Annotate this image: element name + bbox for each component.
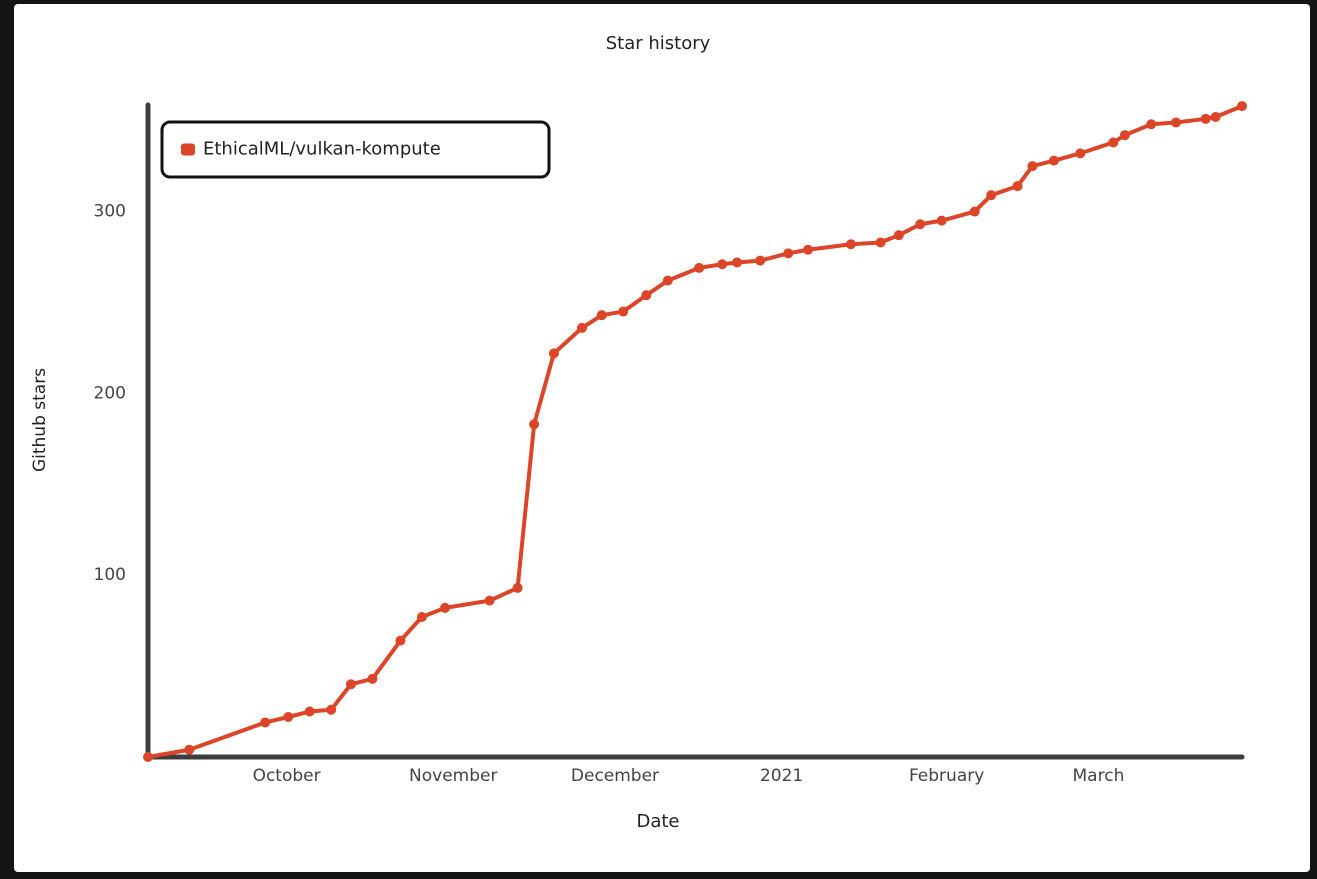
x-tick-label: October: [253, 766, 321, 786]
data-point: [416, 612, 427, 622]
data-point: [1146, 119, 1157, 130]
data-point: [1200, 113, 1211, 124]
data-point: [845, 239, 856, 250]
y-tick-label: 100: [94, 565, 126, 585]
data-point: [1119, 130, 1130, 141]
data-point: [1027, 161, 1038, 172]
data-point: [576, 322, 587, 333]
data-point: [283, 712, 294, 722]
data-point: [662, 275, 673, 286]
data-point: [440, 602, 451, 613]
data-point: [915, 219, 926, 230]
data-point: [548, 348, 559, 359]
data-point: [529, 419, 540, 430]
data-point: [936, 215, 947, 226]
data-point: [969, 206, 980, 217]
data-point: [1075, 148, 1086, 159]
legend-box: [160, 120, 551, 179]
data-point: [326, 704, 337, 715]
x-tick-label: 2021: [760, 766, 803, 786]
data-point: [717, 259, 728, 270]
data-point: [732, 257, 743, 268]
data-point: [641, 290, 652, 301]
data-point: [143, 752, 153, 762]
data-point: [1012, 181, 1023, 192]
x-tick-label: February: [909, 766, 984, 786]
legend-label: EthicalML/vulkan-kompute: [203, 139, 441, 160]
data-point: [783, 248, 794, 259]
data-point: [345, 679, 356, 690]
data-point: [1048, 155, 1059, 166]
x-tick-label: December: [571, 766, 659, 786]
data-point: [694, 262, 705, 273]
data-point: [484, 595, 495, 606]
data-point: [1170, 117, 1181, 128]
data-point: [1210, 112, 1221, 122]
y-axis-label: Github stars: [30, 368, 50, 472]
chart-title: Star history: [606, 33, 711, 54]
x-tick-label: March: [1073, 766, 1125, 786]
data-point: [986, 190, 997, 201]
data-point: [803, 244, 814, 255]
y-tick-label: 300: [94, 202, 126, 222]
data-point: [893, 230, 904, 241]
legend-swatch: [181, 143, 195, 156]
data-point: [1108, 137, 1119, 148]
chart-panel: [14, 4, 1310, 872]
y-tick-label: 200: [94, 383, 126, 403]
data-point: [367, 673, 378, 684]
data-point: [260, 717, 271, 728]
data-point: [184, 744, 195, 755]
x-tick-label: November: [409, 766, 497, 786]
data-point: [304, 706, 315, 717]
data-point: [395, 635, 406, 646]
data-point: [618, 306, 629, 317]
x-axis-label: Date: [636, 811, 679, 832]
data-point: [755, 255, 766, 266]
data-point: [596, 310, 607, 321]
data-point: [875, 237, 886, 248]
data-point: [512, 582, 523, 593]
data-point: [1237, 101, 1247, 112]
